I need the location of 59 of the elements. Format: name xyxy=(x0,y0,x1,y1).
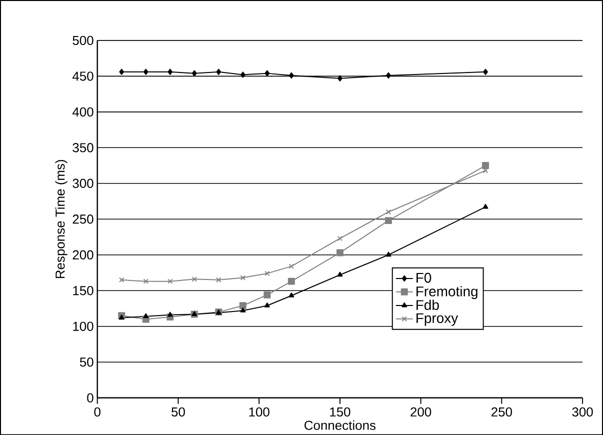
point xyxy=(143,313,149,318)
legend-label: F0 xyxy=(416,272,432,283)
point xyxy=(143,68,148,75)
point xyxy=(386,209,392,214)
legend-label: Fremoting xyxy=(416,286,478,299)
point xyxy=(192,276,197,282)
point xyxy=(336,249,344,256)
y-tick-label: 200 xyxy=(72,250,94,260)
x-axis-title: Connections xyxy=(304,420,376,430)
y-axis-title: Response Time (ms) xyxy=(55,160,68,278)
point xyxy=(168,278,173,284)
point xyxy=(167,312,173,317)
x-tick-label: 300 xyxy=(572,407,593,416)
y-tick-label: 500 xyxy=(72,36,94,45)
y-tick-label: 100 xyxy=(73,322,94,331)
x-tick-label: 0 xyxy=(94,407,100,416)
point xyxy=(288,278,295,285)
point xyxy=(143,278,148,284)
x-tick-label: 50 xyxy=(172,407,185,416)
legend-label: Fdb xyxy=(416,300,439,310)
point xyxy=(482,204,488,209)
point xyxy=(264,302,270,308)
point xyxy=(216,68,222,75)
point xyxy=(239,302,246,309)
point xyxy=(483,68,488,75)
point xyxy=(337,236,343,241)
point xyxy=(240,275,246,280)
point xyxy=(337,272,343,277)
point xyxy=(288,72,294,78)
point xyxy=(384,216,392,224)
point xyxy=(240,307,246,312)
point xyxy=(264,70,270,76)
x-tick-label: 150 xyxy=(330,407,350,416)
x-tick-label: 250 xyxy=(492,407,512,416)
point xyxy=(192,70,197,76)
legend-label: Fproxy xyxy=(416,313,458,326)
x-tick-label: 200 xyxy=(410,407,432,416)
y-tick-label: 400 xyxy=(72,107,94,116)
y-tick-label: 0 xyxy=(87,393,94,402)
point xyxy=(337,75,342,82)
y-tick-label: 350 xyxy=(72,142,94,152)
y-tick-label: 50 xyxy=(80,357,94,367)
point xyxy=(264,270,270,276)
point xyxy=(240,72,246,78)
y-tick-label: 250 xyxy=(72,214,94,224)
point xyxy=(386,252,392,257)
x-tick-label: 100 xyxy=(249,407,270,416)
point xyxy=(168,68,173,75)
point xyxy=(118,314,124,320)
point xyxy=(386,72,391,78)
point xyxy=(288,264,294,269)
y-tick-label: 450 xyxy=(72,71,94,81)
point xyxy=(288,292,294,298)
point xyxy=(264,291,271,298)
y-tick-label: 150 xyxy=(73,286,94,296)
point xyxy=(119,68,124,75)
point xyxy=(482,162,489,169)
y-tick-label: 300 xyxy=(72,178,94,188)
point xyxy=(216,277,222,282)
